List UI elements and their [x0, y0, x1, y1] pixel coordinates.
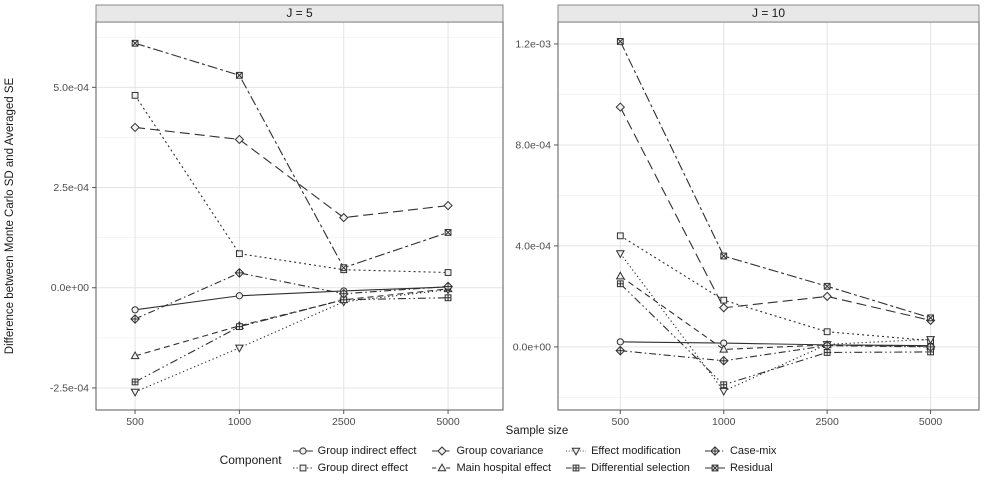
x-tick-label: 5000 — [436, 416, 460, 428]
series-markers — [615, 340, 936, 366]
legend-column: Case-mix Residual — [704, 444, 776, 475]
legend-item-label: Differential selection — [591, 462, 690, 474]
y-tick-label: 0.0e+00 — [51, 282, 89, 294]
legend-item-label: Group direct effect — [317, 462, 408, 474]
panels: J = 5 5.0e-04 2.5e-04 0.0e+00 -2.5e-04 500 100… — [50, 4, 980, 428]
legend-item-main-hospital-effect: Main hospital effect — [431, 461, 552, 475]
facet-j=5: J = 5 5.0e-04 2.5e-04 0.0e+00 -2.5e-04 500 100… — [50, 4, 504, 428]
square-x-legend-key-icon — [704, 464, 725, 472]
y-tick-label: 2.5e-04 — [53, 182, 89, 194]
legend-item-effect-modification: Effect modification — [565, 444, 690, 458]
x-tick-label: 500 — [612, 416, 630, 428]
x-tick-label: 1000 — [712, 416, 736, 428]
series-line — [134, 286, 449, 311]
y-tick-label: 4.0e-04 — [515, 240, 551, 252]
series-line — [620, 345, 931, 362]
series-line — [620, 235, 931, 342]
square-plus-legend-key-icon — [566, 464, 587, 472]
series-markers — [616, 280, 934, 389]
legend-item-residual: Residual — [704, 461, 776, 475]
legend-item-group-covariance: Group covariance — [431, 444, 552, 458]
x-axis-title: Sample size — [506, 425, 569, 437]
facet-strip — [95, 4, 504, 23]
legend-items: Group indirect effect Group direct effect… — [292, 444, 776, 475]
y-tick-label: 5.0e-04 — [53, 82, 89, 94]
facet-strip-label: J = 10 — [752, 6, 785, 20]
y-tick-label: 0.0e+00 — [513, 341, 551, 353]
legend-item-group-indirect-effect: Group indirect effect — [292, 444, 417, 458]
legend-item-label: Group covariance — [456, 445, 544, 457]
series-line — [134, 297, 449, 383]
circle-open-legend-key-icon — [292, 447, 313, 455]
legend-item-label: Case-mix — [729, 445, 777, 457]
legend: Component Group indirect effect Group dir… — [0, 444, 996, 475]
legend-item-label: Residual — [729, 462, 773, 474]
y-tick-label: 8.0e-04 — [515, 139, 551, 151]
legend-column: Group indirect effect Group direct effect — [292, 444, 417, 475]
legend-item-label: Main hospital effect — [456, 462, 552, 474]
legend-item-differential-selection: Differential selection — [565, 461, 690, 475]
legend-title: Component — [219, 452, 282, 467]
legend-item-case-mix: Case-mix — [704, 444, 776, 458]
series-markers — [130, 122, 453, 223]
plot-canvas: Difference between Monte Carlo SD and Av… — [4, 4, 980, 437]
x-tick-label: 5000 — [919, 416, 943, 428]
diamond-plus-legend-key-icon — [704, 446, 725, 456]
facet-strip-label: J = 5 — [286, 6, 313, 20]
x-tick-label: 2500 — [332, 416, 356, 428]
y-tick-label: -2.5e-04 — [50, 382, 89, 394]
series-line — [619, 283, 931, 386]
series-markers — [130, 268, 453, 324]
facet-j=10: J = 10 1.2e-03 8.0e-04 4.0e-04 0.0e+00 500 100… — [513, 4, 980, 428]
triangle-down-open-legend-key-icon — [566, 447, 587, 456]
x-tick-label: 500 — [126, 416, 144, 428]
series-line — [134, 289, 449, 393]
series-markers — [131, 294, 452, 386]
triangle-up-open-legend-key-icon — [431, 463, 452, 472]
facet-strip — [557, 4, 980, 23]
series-line — [619, 41, 931, 319]
series-line — [619, 106, 931, 321]
x-tick-label: 2500 — [815, 416, 839, 428]
legend-item-group-direct-effect: Group direct effect — [292, 461, 417, 475]
legend-item-label: Effect modification — [591, 445, 681, 457]
legend-column: Effect modification Differential selectio… — [565, 444, 690, 475]
series-markers — [616, 38, 934, 322]
series-line — [619, 275, 931, 350]
y-tick-label: 1.2e-03 — [515, 38, 551, 50]
diamond-open-legend-key-icon — [431, 446, 452, 456]
series-line — [135, 126, 449, 219]
x-tick-label: 1000 — [228, 416, 252, 428]
series-line — [134, 42, 449, 269]
square-open-legend-key-icon — [292, 464, 313, 472]
legend-column: Group covariance Main hospital effect — [431, 444, 552, 475]
series-markers — [131, 39, 452, 272]
legend-item-label: Group indirect effect — [317, 445, 417, 457]
y-axis-title: Difference between Monte Carlo SD and Av… — [4, 77, 16, 354]
series-line — [619, 253, 931, 392]
